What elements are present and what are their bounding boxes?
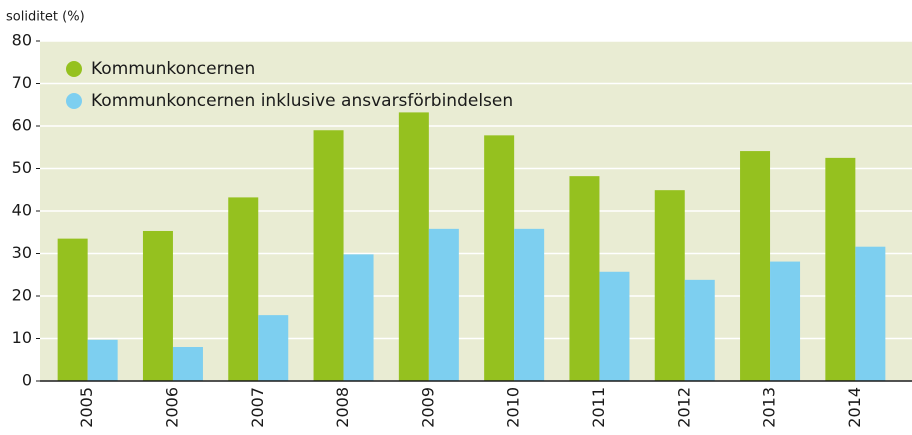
y-tick-label: 10	[12, 328, 32, 347]
bar	[855, 246, 886, 381]
bar	[740, 151, 771, 381]
bar	[684, 279, 715, 381]
bar	[654, 190, 685, 381]
legend-marker	[66, 61, 82, 77]
y-axis-label: soliditet (%)	[6, 10, 85, 25]
bar	[770, 261, 801, 381]
bar	[228, 197, 259, 381]
x-tick-label: 2012	[674, 387, 693, 428]
y-tick-label: 70	[12, 73, 32, 92]
x-tick-label: 2006	[162, 387, 181, 428]
bar	[398, 112, 429, 382]
bar	[343, 254, 374, 381]
y-tick-label: 20	[12, 286, 32, 305]
bar	[57, 238, 88, 381]
x-tick-label: 2014	[845, 387, 864, 428]
legend-marker	[66, 93, 82, 109]
x-tick-label: 2013	[760, 387, 779, 428]
bar	[514, 228, 545, 381]
x-tick-label: 2007	[248, 387, 267, 428]
bar	[484, 135, 515, 381]
bar	[258, 315, 289, 381]
x-tick-label: 2009	[418, 387, 437, 428]
y-tick-label: 60	[12, 116, 32, 135]
x-tick-label: 2008	[333, 387, 352, 428]
bar	[142, 230, 173, 381]
legend-label: Kommunkoncernen inklusive ansvarsförbind…	[91, 91, 513, 111]
bar	[172, 347, 203, 381]
y-tick-label: 0	[22, 371, 32, 390]
y-tick-label: 30	[12, 243, 32, 262]
bar	[599, 271, 630, 381]
bar	[87, 339, 118, 381]
bar	[428, 228, 459, 381]
bar	[569, 176, 600, 381]
bar	[825, 157, 856, 381]
x-tick-label: 2005	[77, 387, 96, 428]
y-tick-label: 80	[12, 31, 32, 50]
y-tick-label: 50	[12, 158, 32, 177]
y-tick-label: 40	[12, 201, 32, 220]
legend-label: Kommunkoncernen	[91, 59, 255, 79]
bar	[313, 130, 344, 381]
x-tick-label: 2010	[504, 387, 523, 428]
x-tick-label: 2011	[589, 387, 608, 428]
